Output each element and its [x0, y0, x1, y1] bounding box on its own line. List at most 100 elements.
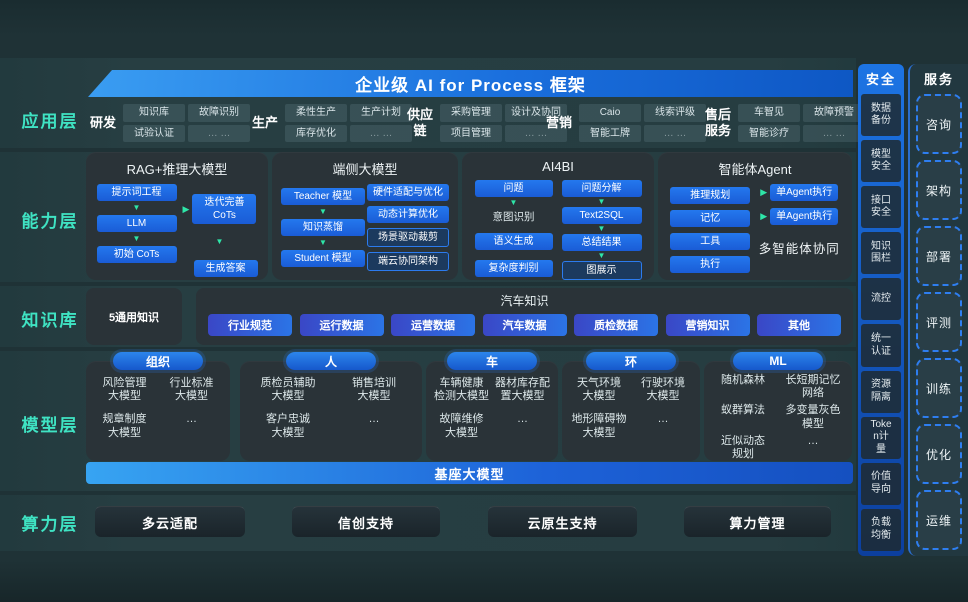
flow-chip: 工具: [670, 233, 751, 250]
app-chip-grid: 车智见 故障预警 智能诊疗 … …: [738, 104, 865, 142]
security-item: 模型安全: [861, 140, 901, 183]
arrow-down-icon: ▼: [509, 198, 518, 207]
model-item: 地形障碍物 大模型: [571, 413, 627, 439]
app-group-label: 供应链: [406, 107, 433, 138]
model-item: 故障维修 大模型: [439, 413, 484, 439]
arrow-down-icon: ▼: [215, 237, 224, 246]
flow-chip: Teacher 模型: [281, 188, 365, 205]
model-item: 风险管理 大模型: [102, 377, 147, 403]
model-item: 客户忠诚 大模型: [266, 413, 310, 439]
model-item: 销售培训 大模型: [352, 377, 396, 403]
model-item: 质检员辅助 大模型: [260, 377, 316, 403]
compute-item-multicloud: 多云适配: [95, 506, 245, 537]
model-item-more: …: [657, 413, 669, 426]
model-group-ml: ML 随机森林 长短期记忆 网络 蚁群算法 多变量灰色 模型 近似动态 规划 …: [704, 352, 852, 461]
knowledge-chip: 营销知识: [665, 314, 750, 336]
flow-chip: 生成答案: [193, 260, 258, 277]
model-item-more: …: [186, 413, 197, 426]
model-item: 长短期记忆 网络: [785, 374, 841, 400]
panel-edge-model: 端侧大模型 Teacher 模型 ▼ 知识蒸馏 ▼ Student 模型 硬件适…: [272, 152, 458, 280]
flow-chip: Student 模型: [281, 250, 365, 267]
flow-chip: Text2SQL: [561, 207, 642, 224]
security-item: 价值导向: [861, 462, 901, 505]
app-chip: 智能工牌: [579, 124, 641, 142]
flow-text: 意图识别: [492, 211, 535, 223]
model-item: 天气环境 大模型: [577, 377, 621, 403]
app-chip-more: … …: [803, 124, 865, 142]
panel-title: 端侧大模型: [332, 162, 398, 177]
arrow-down-icon: ▼: [597, 197, 606, 206]
service-item: 部署: [916, 226, 962, 286]
layer-label-model: 模型层: [21, 416, 79, 435]
app-group-marketing: 营销 Caio 线索评级 智能工牌 … …: [544, 100, 706, 146]
security-item: 负载均衡: [861, 508, 901, 551]
model-item: 规章制度 大模型: [102, 413, 147, 439]
compute-item-cloudnative: 云原生支持: [488, 506, 637, 537]
flow-chip: 硬件适配与优化: [367, 184, 449, 201]
panel-agent: 智能体Agent 推理规划 记忆 工具 执行 ▶ 单Agent执行 ▶ 单Age…: [658, 152, 852, 280]
model-item: 器材库存配 置大模型: [495, 377, 550, 403]
app-chip: 设计及协同: [505, 104, 567, 122]
flow-chip: 初始 CoTs: [96, 246, 177, 263]
model-pill: 人: [286, 352, 376, 370]
banner-title: 企业级 AI for Process 框架: [88, 70, 853, 97]
app-chip-more: … …: [644, 124, 706, 142]
arrow-right-icon: ▶: [760, 211, 768, 221]
layer-label-compute: 算力层: [21, 515, 79, 534]
app-group-label: 营销: [545, 115, 572, 131]
app-group-supply-chain: 供应链 采购管理 设计及协同 项目管理 … …: [405, 100, 567, 146]
model-group-people: 人 质检员辅助 大模型 销售培训 大模型 客户忠诚 大模型 …: [240, 352, 422, 461]
security-item: 统一认证: [861, 324, 901, 367]
model-item: 蚁群算法: [721, 404, 765, 417]
app-group-production: 生产 柔性生产 生产计划 库存优化 … …: [250, 100, 412, 146]
service-item: 训练: [916, 358, 962, 418]
security-item: 接口安全: [861, 186, 901, 229]
app-chip-grid: 采购管理 设计及协同 项目管理 … …: [440, 104, 567, 142]
layer-label-capability: 能力层: [21, 212, 79, 231]
model-pill: 组织: [113, 352, 203, 370]
security-item: 流控: [861, 278, 901, 321]
service-item: 架构: [916, 160, 962, 220]
arrow-down-icon: ▼: [132, 203, 141, 212]
panel-rag-reasoning: RAG+推理大模型 提示词工程 ▼ LLM ▼ 初始 CoTs ▶ 迭代完善Co…: [86, 152, 268, 280]
app-chip: 试验认证: [123, 124, 185, 142]
model-item: 行驶环境 大模型: [641, 377, 685, 403]
app-group-after-sales: 售后服务 车智见 故障预警 智能诊疗 … …: [703, 100, 865, 146]
flow-chip: 端云协同架构: [367, 252, 449, 271]
panel-ai4bi: AI4BI 问题 ▼ 意图识别 语义生成 复杂度判别 问题分解 ▼ Text2S…: [462, 152, 654, 280]
arrow-right-icon: ▶: [760, 187, 768, 197]
knowledge-chip: 运营数据: [391, 314, 475, 336]
model-item-more: …: [368, 413, 380, 426]
knowledge-chip: 行业规范: [208, 314, 292, 336]
panel-title: RAG+推理大模型: [126, 162, 228, 177]
security-item: Token计量: [861, 416, 901, 459]
arrow-down-icon: ▼: [597, 224, 606, 233]
app-chip: 采购管理: [440, 104, 502, 122]
model-item-more: …: [517, 413, 528, 426]
flow-chip: LLM: [96, 215, 177, 232]
panel-title: AI4BI: [542, 159, 574, 174]
app-chip: 故障预警: [803, 104, 865, 122]
service-item: 评测: [916, 292, 962, 352]
security-item: 数据备份: [861, 94, 901, 137]
base-model-bar: 基座大模型: [86, 462, 853, 484]
app-chip: 知识库: [123, 104, 185, 122]
app-chip-more: … …: [505, 124, 567, 142]
app-chip: Caio: [579, 104, 641, 122]
compute-item-xinchuang: 信创支持: [292, 506, 440, 537]
security-strip: 安全 数据备份 模型安全 接口安全 知识围栏 流控 统一认证 资源隔离 Toke…: [858, 64, 904, 556]
layer-label-knowledge: 知识库: [21, 311, 79, 330]
flow-chip: 记忆: [670, 210, 751, 227]
model-group-organization: 组织 风险管理 大模型 行业标准 大模型 规章制度 大模型 …: [86, 352, 230, 461]
model-item: 行业标准 大模型: [169, 377, 214, 403]
app-chip: 生产计划: [350, 104, 412, 122]
model-pill: 环: [586, 352, 676, 370]
flow-chip: 总结结果: [561, 234, 642, 251]
app-chip: 故障识别: [188, 104, 250, 122]
service-strip: 服务 咨询 架构 部署 评测 训练 优化 运维: [908, 64, 968, 556]
knowledge-chip: 汽车数据: [482, 314, 567, 336]
model-item: 车辆健康 检测大模型: [434, 377, 489, 403]
flow-chip: 问题分解: [561, 180, 642, 197]
model-pill: 车: [447, 352, 537, 370]
